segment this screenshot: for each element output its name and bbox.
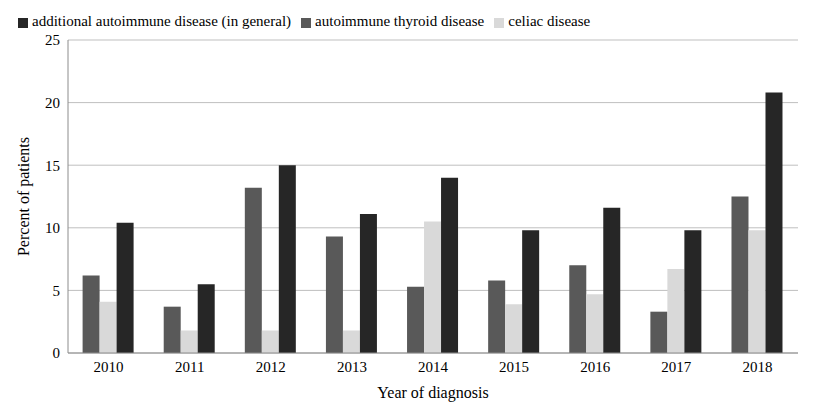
html-text:additional autoimmune disease: additional autoimmune disease (in genera…	[32, 13, 292, 29]
svg-text:Percent of patients: Percent of patients	[15, 137, 33, 256]
svg-text:2011: 2011	[175, 359, 204, 375]
svg-text:2018: 2018	[742, 359, 772, 375]
svg-text:25: 25	[45, 32, 60, 48]
svg-text:2010: 2010	[94, 359, 124, 375]
svg-text:2016: 2016	[580, 359, 611, 375]
svg-text:2013: 2013	[337, 359, 367, 375]
svg-text:10: 10	[45, 220, 60, 236]
svg-text:20: 20	[45, 95, 60, 111]
html-text:autoimmune thyroid disease: autoimmune thyroid disease	[315, 13, 485, 29]
svg-text:2017: 2017	[661, 359, 692, 375]
svg-text:2012: 2012	[256, 359, 286, 375]
svg-text:0: 0	[53, 345, 61, 361]
html-text:celiac disease: celiac disease	[508, 13, 591, 29]
svg-text:15: 15	[45, 158, 60, 174]
svg-text:Year of diagnosis: Year of diagnosis	[377, 384, 488, 402]
svg-text:2015: 2015	[499, 359, 529, 375]
svg-text:2014: 2014	[418, 359, 449, 375]
svg-text:5: 5	[53, 283, 61, 299]
